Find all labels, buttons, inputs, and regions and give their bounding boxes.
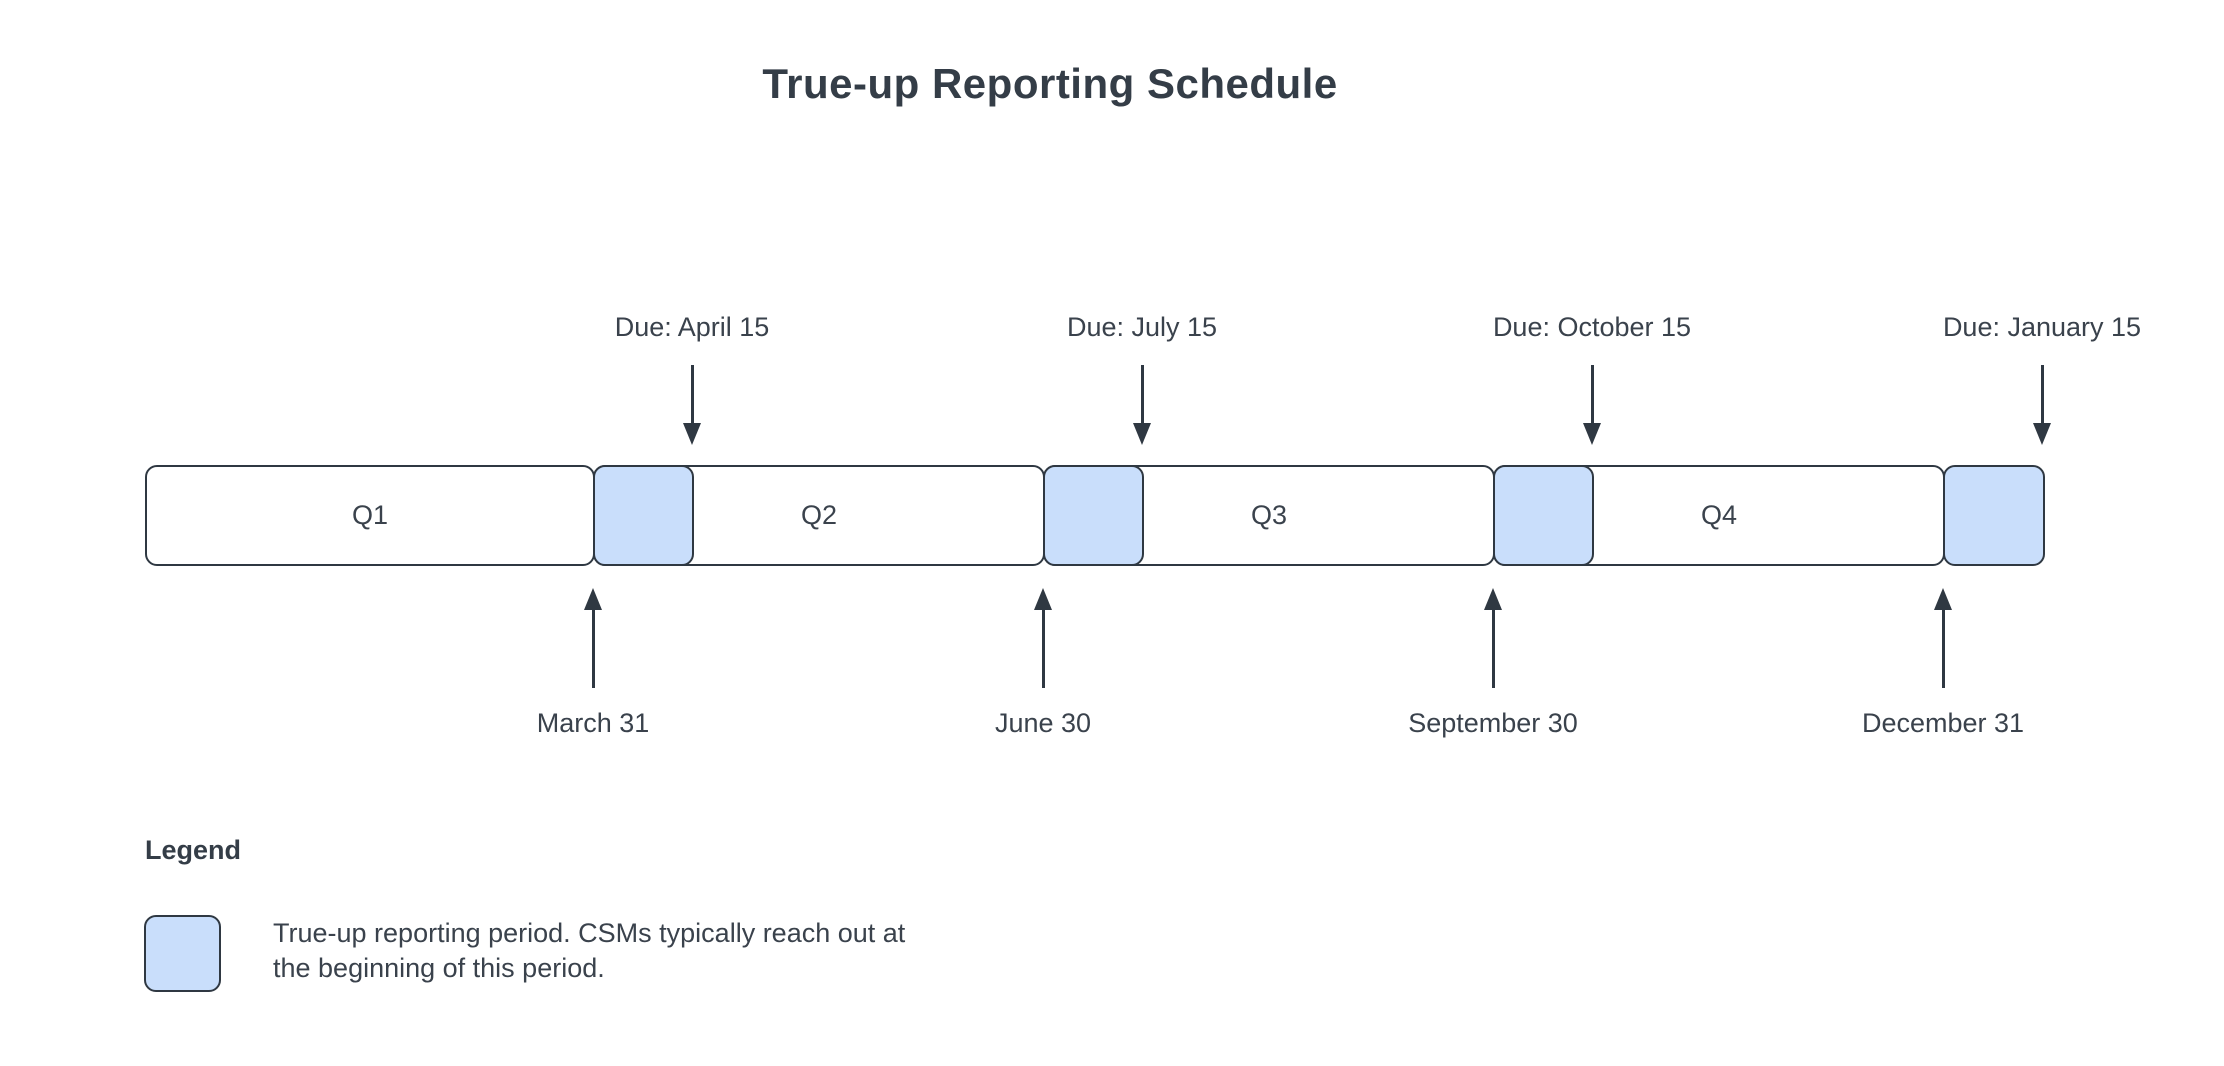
legend-trueup-period-swatch <box>144 915 221 992</box>
arrow-shaft <box>1941 608 1945 688</box>
quarter-end-label-q3: September 30 <box>1408 708 1578 738</box>
trueup-period-box-2 <box>1043 465 1144 566</box>
arrow-shaft <box>1491 608 1495 688</box>
quarter-end-arrow-up-q2 <box>1034 588 1052 688</box>
arrow-head-up-icon <box>1484 588 1502 610</box>
quarter-end-arrow-up-q3 <box>1484 588 1502 688</box>
due-arrow-down-q4 <box>2033 365 2051 445</box>
due-date-label-q4: Due: January 15 <box>1942 312 2142 342</box>
quarter-label: Q2 <box>800 500 838 530</box>
quarter-end-arrow-up-q1 <box>584 588 602 688</box>
timeline-bar: Q1 Q2 Q3 Q4 <box>145 465 2045 566</box>
legend-description-line1: True-up reporting period. CSMs typically… <box>273 918 906 948</box>
arrow-head-down-icon <box>1583 423 1601 445</box>
quarter-end-label-q2: June 30 <box>994 708 1092 738</box>
due-arrow-down-q1 <box>683 365 701 445</box>
legend-header: Legend <box>145 835 242 865</box>
legend-description-line2: the beginning of this period. <box>273 953 605 983</box>
arrow-shaft <box>1041 608 1045 688</box>
due-date-label-q1: Due: April 15 <box>614 312 770 342</box>
due-date-label-q3: Due: October 15 <box>1492 312 1692 342</box>
trueup-period-box-1 <box>593 465 694 566</box>
arrow-shaft <box>1590 365 1594 423</box>
quarter-end-arrow-up-q4 <box>1934 588 1952 688</box>
arrow-shaft <box>1140 365 1144 423</box>
quarter-box-q1: Q1 <box>145 465 595 566</box>
due-arrow-down-q2 <box>1133 365 1151 445</box>
quarter-label: Q3 <box>1250 500 1288 530</box>
due-arrow-down-q3 <box>1583 365 1601 445</box>
quarter-label: Q1 <box>351 500 389 530</box>
arrow-head-up-icon <box>1034 588 1052 610</box>
arrow-head-up-icon <box>584 588 602 610</box>
due-date-label-q2: Due: July 15 <box>1066 312 1218 342</box>
arrow-shaft <box>690 365 694 423</box>
page-title: True-up Reporting Schedule <box>762 60 1338 107</box>
arrow-head-down-icon <box>2033 423 2051 445</box>
arrow-head-up-icon <box>1934 588 1952 610</box>
arrow-head-down-icon <box>683 423 701 445</box>
legend-description: True-up reporting period. CSMs typically… <box>273 916 905 986</box>
arrow-shaft <box>2040 365 2044 423</box>
quarter-end-label-q4: December 31 <box>1861 708 2025 738</box>
quarter-label: Q4 <box>1700 500 1738 530</box>
quarter-end-label-q1: March 31 <box>536 708 650 738</box>
trueup-period-box-3 <box>1493 465 1594 566</box>
arrow-head-down-icon <box>1133 423 1151 445</box>
arrow-shaft <box>591 608 595 688</box>
trueup-period-box-4 <box>1943 465 2045 566</box>
